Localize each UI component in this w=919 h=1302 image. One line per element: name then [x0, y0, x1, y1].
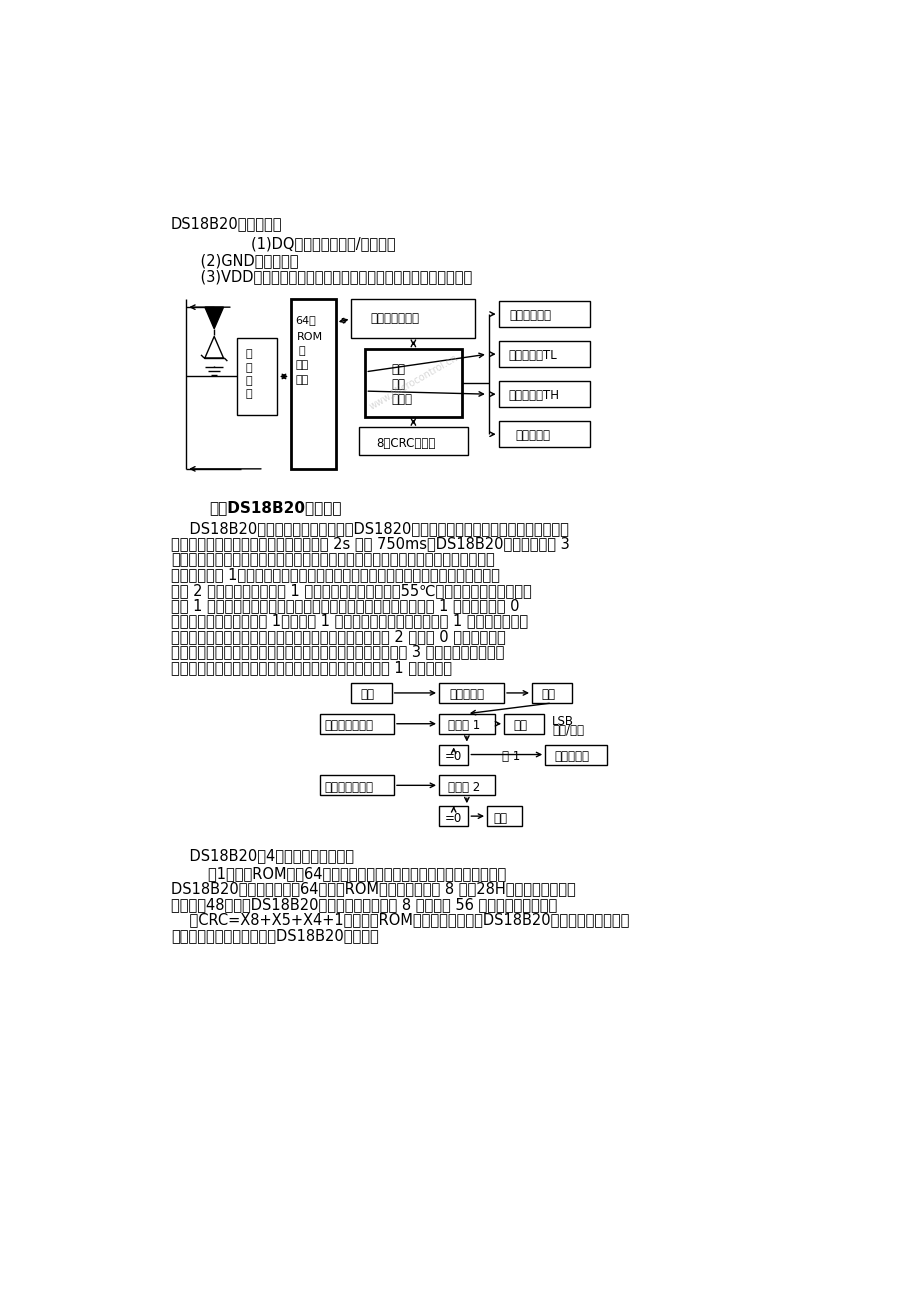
- Text: 三、DS18B20工作原理: 三、DS18B20工作原理: [210, 500, 342, 514]
- Text: 低温度系数晶振: 低温度系数晶振: [323, 719, 373, 732]
- Text: www.Microcontrol.cn: www.Microcontrol.cn: [367, 353, 459, 413]
- Text: 号送给计数器 1。高温度系数晶随温度变化其振荡率明显改变，所产生的信号作为计: 号送给计数器 1。高温度系数晶随温度变化其振荡率明显改变，所产生的信号作为计: [171, 568, 499, 582]
- Bar: [438, 775, 494, 796]
- Text: 数器 1 对低温度系数晶振产生的脉冲信号进行减法计数，当计数器 1 的预置值减到 0: 数器 1 对低温度系数晶振产生的脉冲信号进行减法计数，当计数器 1 的预置值减到…: [171, 598, 518, 613]
- Text: 温度寄存器: 温度寄存器: [554, 750, 589, 763]
- Text: 温度灵敏元件: 温度灵敏元件: [509, 309, 550, 322]
- Bar: [438, 713, 494, 734]
- Bar: [498, 301, 589, 327]
- Text: 电: 电: [245, 349, 253, 359]
- Text: 高速: 高速: [391, 362, 405, 375]
- Text: 数器 2 的脉冲输入。计数器 1 和温度寄存器被预置在－55℃所对应的一个基数值。计: 数器 2 的脉冲输入。计数器 1 和温度寄存器被预置在－55℃所对应的一个基数值…: [171, 583, 531, 598]
- Bar: [365, 349, 461, 417]
- Text: (1)DQ为数字信号输入/输出端；: (1)DQ为数字信号输入/输出端；: [214, 237, 395, 251]
- Bar: [498, 421, 589, 448]
- Text: 存储器: 存储器: [391, 393, 413, 406]
- Text: 缓存: 缓存: [391, 378, 405, 391]
- Bar: [236, 339, 277, 415]
- Bar: [438, 684, 504, 703]
- Text: 和: 和: [299, 345, 305, 355]
- Text: (2)GND为电源地；: (2)GND为电源地；: [181, 254, 298, 268]
- Bar: [498, 381, 589, 408]
- Bar: [531, 684, 572, 703]
- Text: 计数器 1: 计数器 1: [448, 719, 480, 732]
- Text: 高温度系数晶振: 高温度系数晶振: [323, 781, 373, 794]
- Text: 不同而不同，且温度转换时的延时时间由 2s 减为 750ms。DS18B20测温原理如图 3: 不同而不同，且温度转换时的延时时间由 2s 减为 750ms。DS18B20测温…: [171, 536, 569, 552]
- Text: 接口: 接口: [295, 375, 309, 385]
- Text: 8位CRC生成器: 8位CRC生成器: [376, 436, 435, 449]
- Text: 计数器 2: 计数器 2: [448, 781, 480, 794]
- Text: DS18B20的读写时序和测温原理与DS1820相同，只是得到的温度值的位数因分辨率: DS18B20的读写时序和测温原理与DS1820相同，只是得到的温度值的位数因分…: [171, 521, 568, 536]
- Text: 测: 测: [245, 389, 253, 398]
- Text: 所示。图中低温度系数晶振的振荡频率受温度影响很小，用于产生固定频率的脉冲信: 所示。图中低温度系数晶振的振荡频率受温度影响很小，用于产生固定频率的脉冲信: [171, 552, 494, 566]
- Text: 检: 检: [245, 376, 253, 385]
- Text: 斜率累加器: 斜率累加器: [449, 689, 484, 702]
- Text: DS18B20引脚定义：: DS18B20引脚定义：: [171, 216, 282, 232]
- Text: 度系数晶产生的脉冲信号进行计数，如此循环直到计数器 2 计数到 0 时，停止温度: 度系数晶产生的脉冲信号进行计数，如此循环直到计数器 2 计数到 0 时，停止温度: [171, 629, 505, 644]
- Text: 源: 源: [245, 362, 253, 372]
- Text: 高温触发器TH: 高温触发器TH: [507, 389, 559, 402]
- Bar: [438, 806, 468, 827]
- Text: 置位/清除: 置位/清除: [551, 724, 584, 737]
- Text: (3)VDD为外接供电电源输入端（在寄生电源接线方式时接地）。: (3)VDD为外接供电电源输入端（在寄生电源接线方式时接地）。: [181, 268, 471, 284]
- Text: 低温触发器TL: 低温触发器TL: [507, 349, 556, 362]
- Text: 单线: 单线: [295, 359, 309, 370]
- Bar: [290, 299, 335, 469]
- Text: 预置: 预置: [513, 719, 527, 732]
- Text: 可以实现一根总线上挂接多DS18B20的目的。: 可以实现一根总线上挂接多DS18B20的目的。: [171, 928, 378, 943]
- Text: 预置: 预置: [360, 689, 374, 702]
- Text: 加 1: 加 1: [502, 750, 520, 763]
- Text: 配置寄存器: 配置寄存器: [516, 428, 550, 441]
- Text: 计数: 计数: [540, 689, 555, 702]
- Text: DS18B20有4个主要的数据部件：: DS18B20有4个主要的数据部件：: [171, 848, 354, 863]
- Text: =0: =0: [445, 811, 462, 824]
- Bar: [438, 745, 468, 764]
- Text: DS18B20的地址序列码。64位光刺ROM的排列是：开始 8 位（28H）是产品类型标号: DS18B20的地址序列码。64位光刺ROM的排列是：开始 8 位（28H）是产…: [171, 881, 575, 897]
- Text: 补偿和修正测温过程中的非线性，其输出用于修正计数器 1 的预置値。: 补偿和修正测温过程中的非线性，其输出用于修正计数器 1 的预置値。: [171, 660, 451, 674]
- Bar: [320, 775, 393, 796]
- Text: ROM: ROM: [297, 332, 323, 342]
- Bar: [504, 713, 544, 734]
- Bar: [358, 427, 467, 454]
- Text: 寄存器値的累加，此时温度寄存器中的数値即为所测温度。图 3 中的斜率累加器用于: 寄存器値的累加，此时温度寄存器中的数値即为所测温度。图 3 中的斜率累加器用于: [171, 644, 504, 659]
- Bar: [498, 341, 589, 367]
- Polygon shape: [205, 307, 223, 328]
- Bar: [545, 745, 607, 764]
- Bar: [351, 299, 475, 339]
- Text: （CRC=X8+X5+X4+1）。光刺ROM的作用是使每一个DS18B20都各不相同，这样就: （CRC=X8+X5+X4+1）。光刺ROM的作用是使每一个DS18B20都各不…: [171, 913, 629, 927]
- Text: （1）光刺ROM中的64位序列号是出厂前被光刺好的，它可以看作是该: （1）光刺ROM中的64位序列号是出厂前被光刺好的，它可以看作是该: [171, 866, 505, 881]
- Text: =0: =0: [445, 750, 462, 763]
- Bar: [351, 684, 391, 703]
- Text: 停止: 停止: [493, 811, 506, 824]
- Bar: [486, 806, 521, 827]
- Text: LSB: LSB: [551, 715, 573, 728]
- Text: ，接着的48位是该DS18B20自身的序列号，最后 8 位是前面 56 位的循环冗余校验码: ，接着的48位是该DS18B20自身的序列号，最后 8 位是前面 56 位的循环…: [171, 897, 556, 911]
- Text: 时，温度寄存器的値将加 1，计数器 1 的预置将重新被装入，计数器 1 重新开始对低温: 时，温度寄存器的値将加 1，计数器 1 的预置将重新被装入，计数器 1 重新开始…: [171, 613, 528, 629]
- Text: 64位: 64位: [295, 315, 316, 326]
- Bar: [320, 713, 393, 734]
- Text: 存储器和控制器: 存储器和控制器: [370, 311, 419, 324]
